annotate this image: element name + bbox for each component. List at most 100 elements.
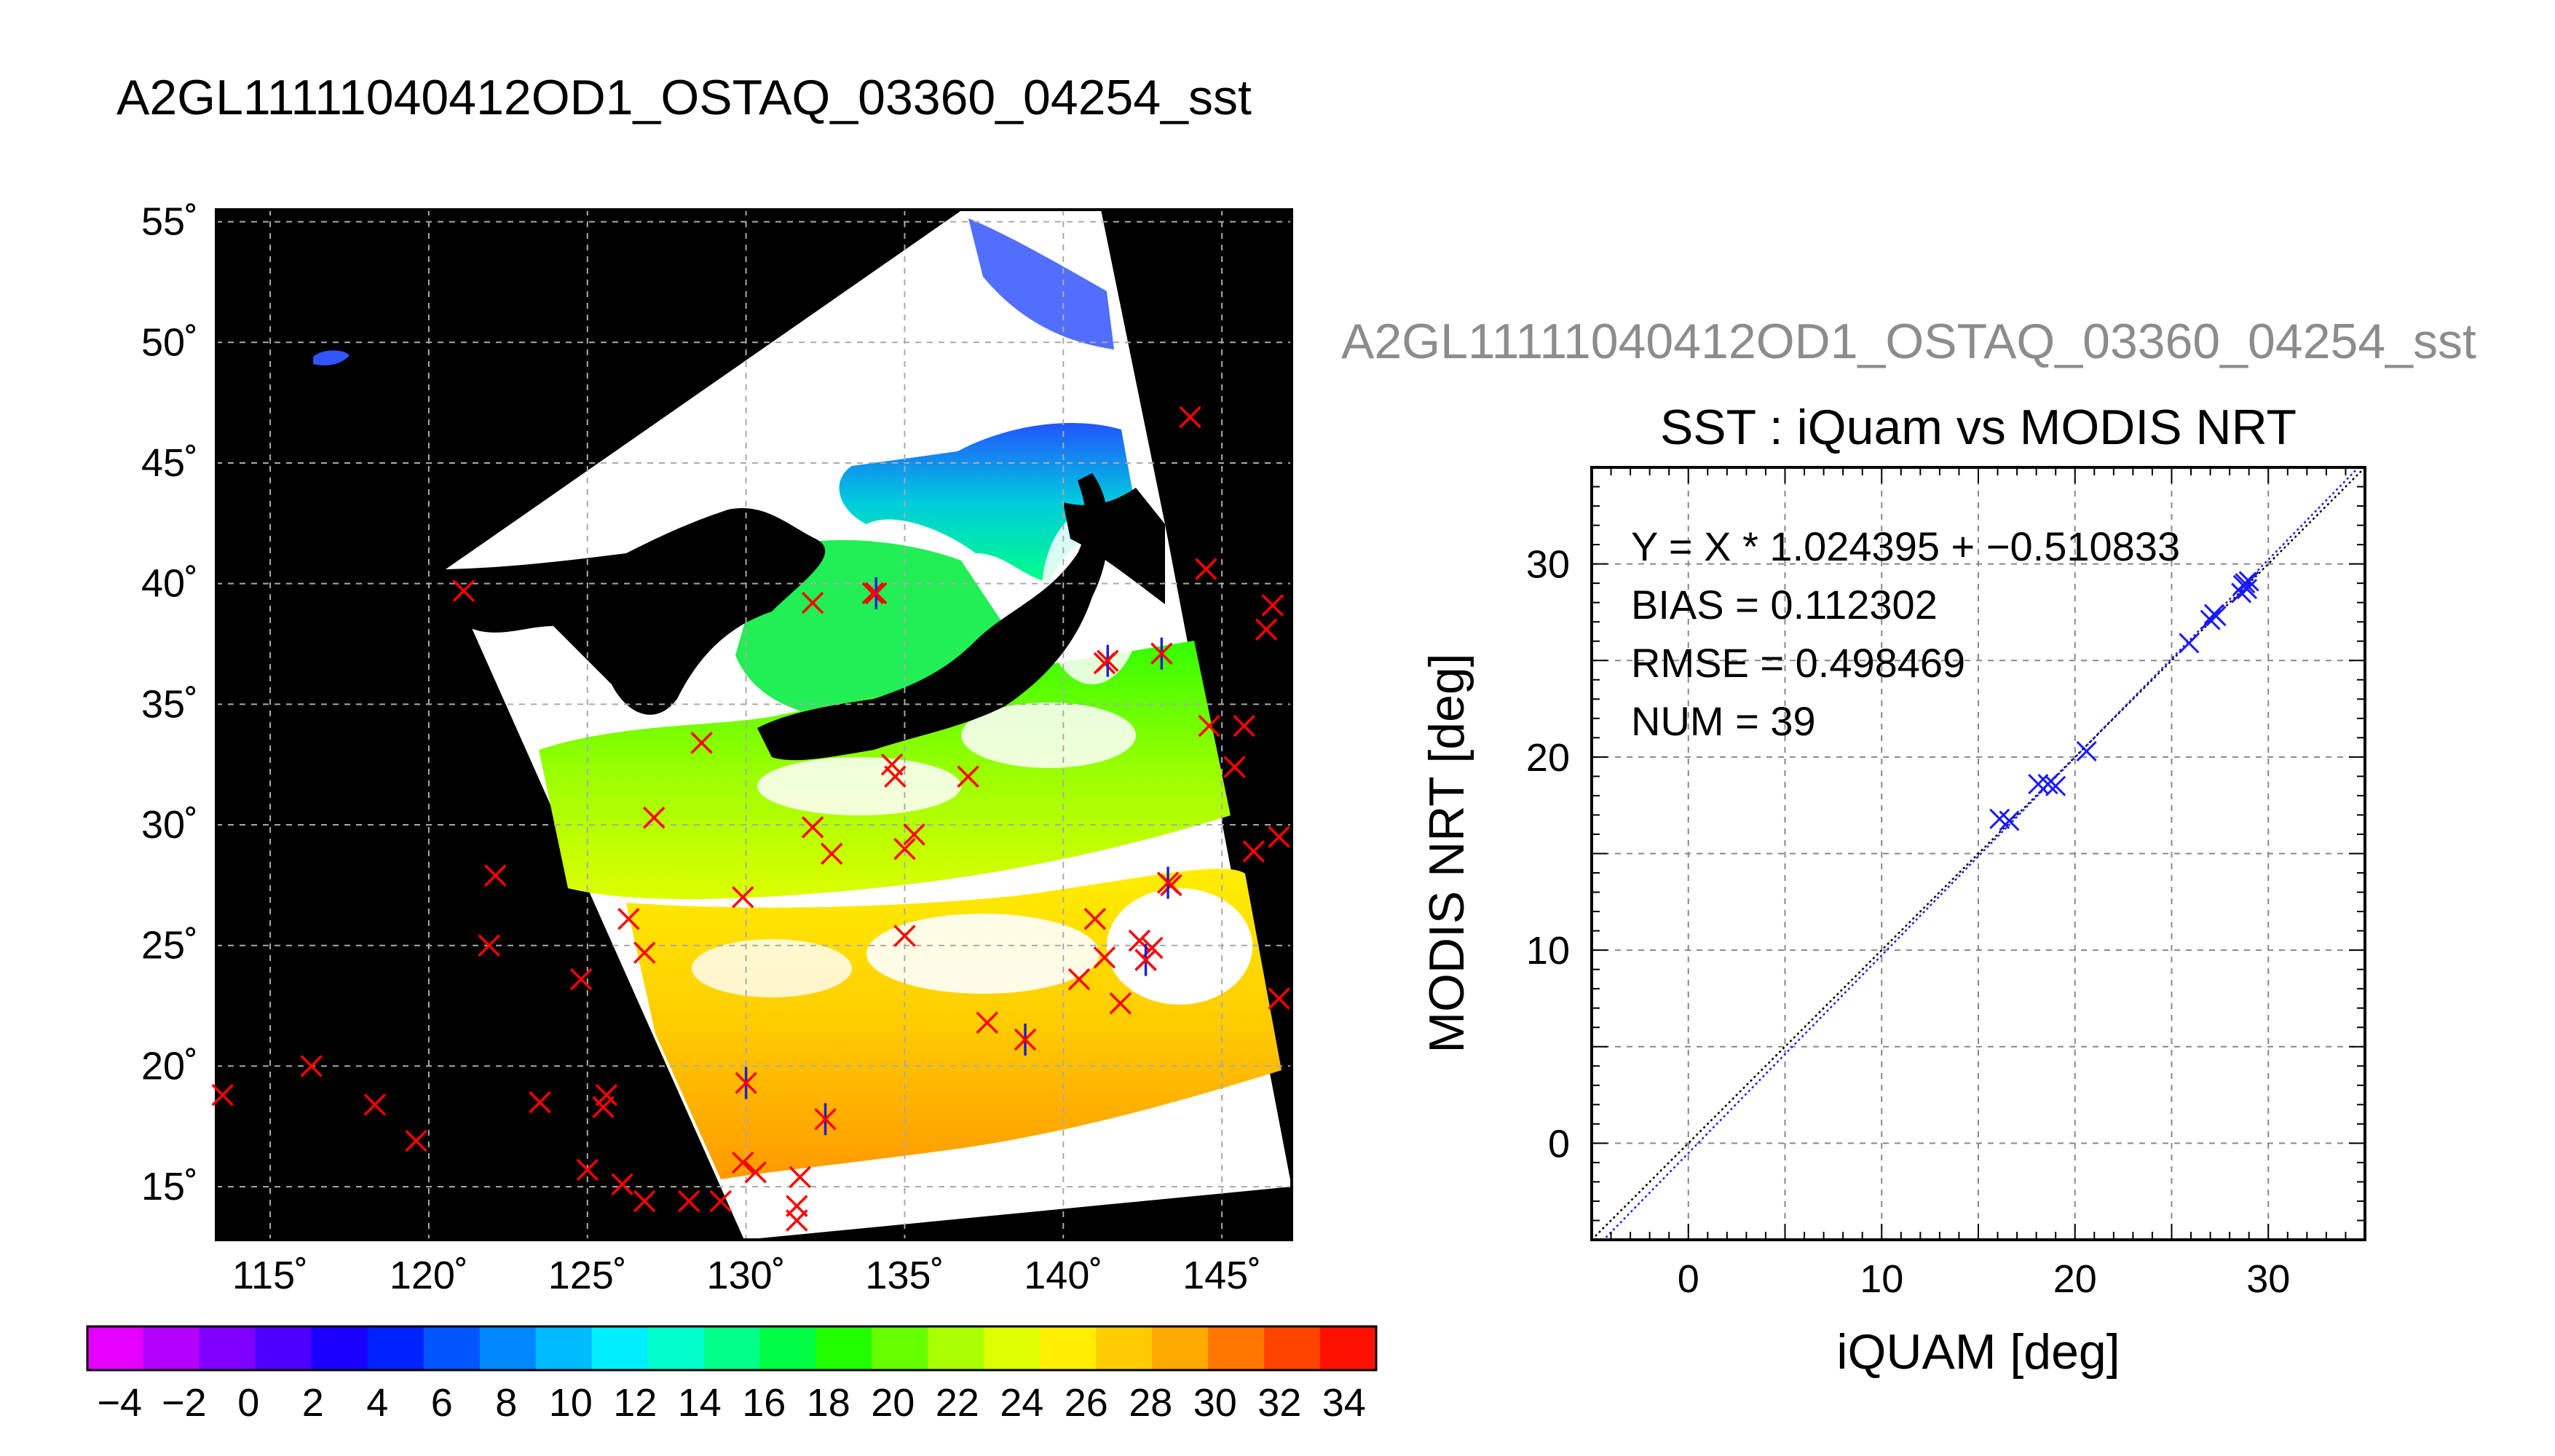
- colorbar-swatch: [479, 1326, 537, 1370]
- colorbar-swatch: [1320, 1326, 1377, 1370]
- colorbar-swatch: [703, 1326, 760, 1370]
- matchup-marker: [633, 941, 656, 964]
- valid-matchup-marker: [865, 577, 888, 609]
- matchup-markers: [211, 405, 1290, 1232]
- scatter-title: SST : iQuam vs MODIS NRT: [1660, 400, 2297, 455]
- colorbar-tick-label: 32: [1257, 1381, 1301, 1425]
- scatter-stats: Y = X * 1.024395 + −0.510833 BIAS = 0.112…: [1631, 523, 2180, 744]
- matchup-marker: [709, 1190, 732, 1213]
- matchup-marker: [1083, 908, 1107, 930]
- matchup-marker: [1093, 946, 1116, 969]
- valid-matchup-cross: [1134, 949, 1157, 971]
- matchup-marker: [861, 582, 885, 605]
- cloud-patch: [1107, 888, 1252, 1005]
- map-y-tick-label: 15˚: [141, 1165, 198, 1208]
- colorbar-tick-label: 12: [613, 1381, 657, 1425]
- cloud-patch: [757, 757, 961, 815]
- matchup-marker: [893, 925, 916, 947]
- colorbar-swatch: [1264, 1326, 1321, 1370]
- matchup-marker: [677, 1190, 700, 1213]
- map-gridlines: [216, 210, 1292, 1240]
- valid-matchup-marker: [1150, 637, 1173, 670]
- colorbar-swatch: [423, 1326, 481, 1370]
- matchup-marker: [1268, 987, 1290, 1010]
- valid-matchup-cross: [1150, 642, 1173, 665]
- matchup-marker: [617, 908, 640, 930]
- colorbar-tick-label: 0: [237, 1381, 259, 1425]
- colorbar-tick-label: 16: [742, 1381, 786, 1425]
- scatter-point: [2235, 573, 2256, 594]
- map-y-axis: 15˚ 20˚ 25˚ 30˚ 35˚ 40˚ 45˚ 50˚ 55˚: [141, 200, 198, 1209]
- valid-matchup-marker: [1097, 644, 1119, 677]
- matchup-marker: [789, 1166, 811, 1189]
- scatter-point: [2236, 579, 2258, 600]
- colorbar-tick-label: 2: [302, 1381, 324, 1425]
- matchup-marker: [732, 886, 754, 909]
- regression-line: [1602, 467, 2360, 1240]
- matchup-marker: [452, 579, 475, 602]
- colorbar-tick-label: 10: [549, 1381, 593, 1425]
- matchup-marker: [903, 823, 925, 846]
- matchup-marker: [1067, 968, 1091, 991]
- map-y-tick-label: 55˚: [141, 200, 198, 244]
- colorbar-swatch: [255, 1326, 312, 1370]
- map-x-tick-label: 140˚: [1024, 1254, 1102, 1297]
- scatter-stat-line: BIAS = 0.112302: [1631, 582, 1938, 628]
- land-hokkaido: [1063, 488, 1165, 604]
- colorbar-swatch: [591, 1326, 649, 1370]
- map-y-tick-label: 20˚: [141, 1044, 198, 1088]
- matchup-marker: [821, 842, 843, 866]
- matchup-marker: [1255, 618, 1278, 641]
- scatter-point: [2037, 773, 2058, 795]
- colorbar-tick-label: 34: [1322, 1381, 1366, 1425]
- matchup-marker: [643, 806, 666, 829]
- scatter-x-tick-label: 20: [2053, 1257, 2097, 1301]
- matchup-marker: [786, 1209, 808, 1232]
- map-x-axis: 115˚ 120˚ 125˚ 130˚ 135˚ 140˚ 145˚: [232, 1254, 1261, 1297]
- map-frame: [215, 208, 1293, 1241]
- valid-matchup-cross: [1014, 1028, 1037, 1051]
- colorbar-swatch: [816, 1326, 872, 1370]
- matchup-marker: [690, 732, 713, 754]
- scatter-y-label: MODIS NRT [deg]: [1419, 653, 1474, 1053]
- colorbar-tick-label: 14: [678, 1381, 722, 1425]
- matchup-marker: [405, 1129, 427, 1152]
- scatter-point: [1999, 810, 2020, 831]
- colorbar-tick-label: 20: [871, 1381, 915, 1425]
- matchup-marker: [633, 1190, 656, 1213]
- sst-colorbar: −4 −2 0 2 4 6 8 10 12 14 16 18 20 22 24 26 28 30 32 34: [86, 1325, 1378, 1425]
- scatter-points: [1989, 571, 2259, 831]
- matchup-marker: [732, 1151, 754, 1174]
- valid-matchup-marker: [1014, 1023, 1037, 1056]
- map-x-tick-label: 120˚: [390, 1254, 468, 1297]
- inland-lake: [313, 350, 350, 365]
- land-korea-china: [446, 508, 826, 715]
- matchup-marker: [801, 816, 824, 839]
- colorbar-swatch: [1208, 1326, 1265, 1370]
- valid-matchup-cross: [735, 1072, 757, 1094]
- matchup-marker: [1195, 558, 1217, 580]
- colorbar-tick-label: 26: [1065, 1381, 1108, 1425]
- colorbar-tick-label: 8: [495, 1381, 517, 1425]
- colorbar-tick-label: 28: [1129, 1381, 1172, 1425]
- scatter-point: [2179, 633, 2200, 654]
- colorbar-swatch: [759, 1326, 816, 1370]
- matchup-marker: [576, 1158, 599, 1182]
- scatter-point: [2205, 606, 2227, 627]
- matchup-marker: [611, 1173, 633, 1196]
- map-x-tick-label: 130˚: [707, 1254, 786, 1297]
- valid-matchup-marker: [814, 1103, 837, 1136]
- colorbar-swatch: [199, 1326, 256, 1370]
- matchup-marker: [976, 1011, 998, 1034]
- colorbar-tick-label: 6: [431, 1381, 453, 1425]
- map-x-tick-label: 125˚: [548, 1254, 627, 1297]
- scatter-axes: 0 10 20 30 0 10 20 30: [1526, 467, 2366, 1301]
- colorbar-swatch: [872, 1326, 928, 1370]
- colorbar-tick-label: −2: [162, 1381, 207, 1425]
- colorbar-tick-label: 22: [936, 1381, 979, 1425]
- map-x-tick-label: 115˚: [232, 1254, 308, 1297]
- matchup-marker: [592, 1096, 615, 1118]
- scatter-x-tick-label: 10: [1860, 1257, 1903, 1301]
- cloud-patch: [961, 703, 1136, 768]
- colorbar-tick-label: 4: [366, 1381, 388, 1425]
